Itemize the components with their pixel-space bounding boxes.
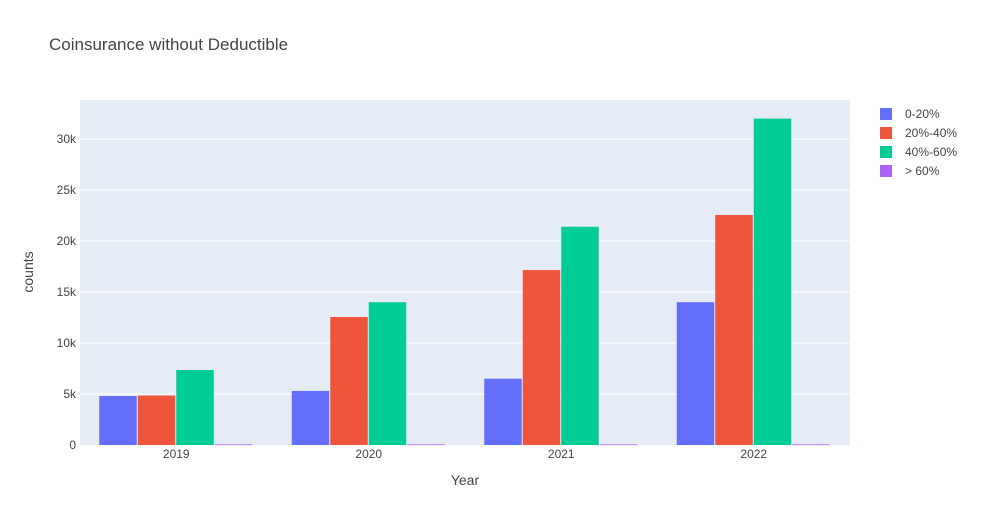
x-tick-label: 2020 (355, 447, 382, 461)
y-tick-label: 10k (57, 336, 77, 350)
chart-title: Coinsurance without Deductible (49, 35, 288, 54)
y-tick-label: 5k (63, 387, 77, 401)
bar[interactable] (676, 302, 715, 445)
x-tick-label: 2021 (548, 447, 575, 461)
bar[interactable] (99, 396, 137, 445)
y-tick-label: 15k (57, 285, 77, 299)
legend[interactable]: 0-20% 20%-40% 40%-60% > 60% (880, 107, 957, 178)
legend-label: > 60% (905, 164, 940, 178)
bar[interactable] (176, 370, 214, 445)
bar[interactable] (368, 302, 407, 445)
bar[interactable] (291, 390, 330, 445)
bar[interactable] (137, 395, 176, 445)
bar[interactable] (792, 444, 830, 446)
legend-label: 0-20% (905, 107, 940, 121)
bar[interactable] (715, 214, 753, 445)
y-tick-label: 30k (57, 132, 77, 146)
bar[interactable] (214, 444, 253, 446)
legend-item[interactable]: 0-20% (880, 107, 940, 121)
legend-swatch (880, 127, 892, 139)
bar[interactable] (599, 444, 638, 446)
x-tick-label: 2022 (740, 447, 767, 461)
bar[interactable] (522, 270, 561, 445)
bar[interactable] (561, 226, 599, 445)
x-axis-title: Year (451, 472, 480, 488)
legend-label: 20%-40% (905, 126, 957, 140)
legend-item[interactable]: 20%-40% (880, 126, 957, 140)
bar[interactable] (407, 444, 445, 446)
legend-item[interactable]: > 60% (880, 164, 940, 178)
bar[interactable] (484, 378, 522, 445)
bar[interactable] (330, 316, 368, 445)
bars (99, 118, 830, 446)
y-axis-ticks: 0 5k 10k 15k 20k 25k 30k (57, 132, 77, 452)
bar[interactable] (753, 118, 792, 445)
legend-swatch (880, 108, 892, 120)
legend-swatch (880, 146, 892, 158)
legend-swatch (880, 165, 892, 177)
legend-item[interactable]: 40%-60% (880, 145, 957, 159)
y-axis-title: counts (20, 251, 36, 292)
y-tick-label: 0 (69, 438, 76, 452)
y-tick-label: 20k (57, 234, 77, 248)
legend-label: 40%-60% (905, 145, 957, 159)
x-tick-label: 2019 (163, 447, 190, 461)
x-axis-ticks: 2019 2020 2021 2022 (163, 447, 768, 461)
y-tick-label: 25k (57, 183, 77, 197)
